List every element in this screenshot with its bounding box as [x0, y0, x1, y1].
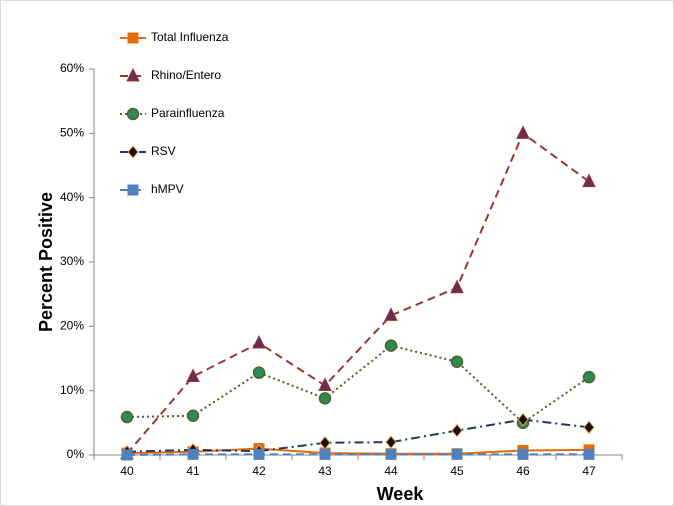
data-point — [319, 448, 331, 460]
data-point — [583, 420, 595, 435]
data-point — [517, 412, 529, 427]
x-tick-label: 40 — [120, 464, 134, 478]
legend-label: Total Influenza — [151, 30, 229, 44]
data-point — [186, 409, 200, 423]
legend-label: hMPV — [151, 182, 184, 196]
legend-label: Rhino/Entero — [151, 68, 221, 82]
data-point — [319, 435, 331, 450]
y-tick-label: 30% — [60, 254, 84, 268]
data-point — [252, 334, 266, 349]
data-point — [318, 392, 332, 405]
data-point — [385, 448, 397, 460]
data-point — [385, 435, 397, 449]
y-tick-label: 40% — [60, 190, 84, 204]
data-point — [187, 448, 199, 460]
legend-label: RSV — [151, 144, 176, 158]
data-point — [252, 366, 266, 379]
data-point — [318, 377, 332, 392]
data-point — [384, 307, 398, 321]
legend-marker — [126, 107, 140, 121]
x-tick-label: 44 — [384, 464, 398, 478]
series-line — [126, 447, 590, 455]
series-line — [126, 418, 590, 453]
data-point — [451, 423, 463, 438]
data-point — [451, 448, 463, 460]
data-point — [516, 125, 530, 139]
x-tick-label: 46 — [516, 464, 530, 478]
x-tick-label: 41 — [186, 464, 200, 478]
data-point — [582, 370, 596, 384]
legend-label: Parainfluenza — [151, 106, 225, 120]
data-point — [583, 448, 595, 460]
y-tick-label: 10% — [60, 383, 84, 397]
data-point — [582, 173, 596, 188]
data-point — [186, 368, 200, 383]
x-tick-label: 45 — [450, 464, 464, 478]
series-line — [126, 131, 590, 455]
data-point — [450, 355, 464, 368]
y-tick-label: 60% — [60, 61, 84, 75]
x-tick-label: 47 — [582, 464, 596, 478]
y-axis-label: Percent Positive — [36, 192, 56, 332]
data-point — [384, 339, 398, 352]
y-tick-label: 0% — [67, 447, 85, 461]
legend-marker — [127, 32, 139, 44]
data-point — [450, 279, 464, 294]
y-tick-label: 50% — [60, 126, 84, 140]
y-tick-label: 20% — [60, 319, 84, 333]
data-point — [120, 410, 134, 424]
x-tick-label: 43 — [318, 464, 332, 478]
x-tick-label: 42 — [252, 464, 266, 478]
legend-marker — [127, 184, 139, 196]
data-point — [517, 448, 529, 460]
x-axis-label: Week — [377, 484, 425, 504]
legend-marker — [127, 145, 139, 159]
legend-marker — [126, 67, 140, 82]
data-point — [121, 449, 133, 461]
data-point — [253, 448, 265, 460]
